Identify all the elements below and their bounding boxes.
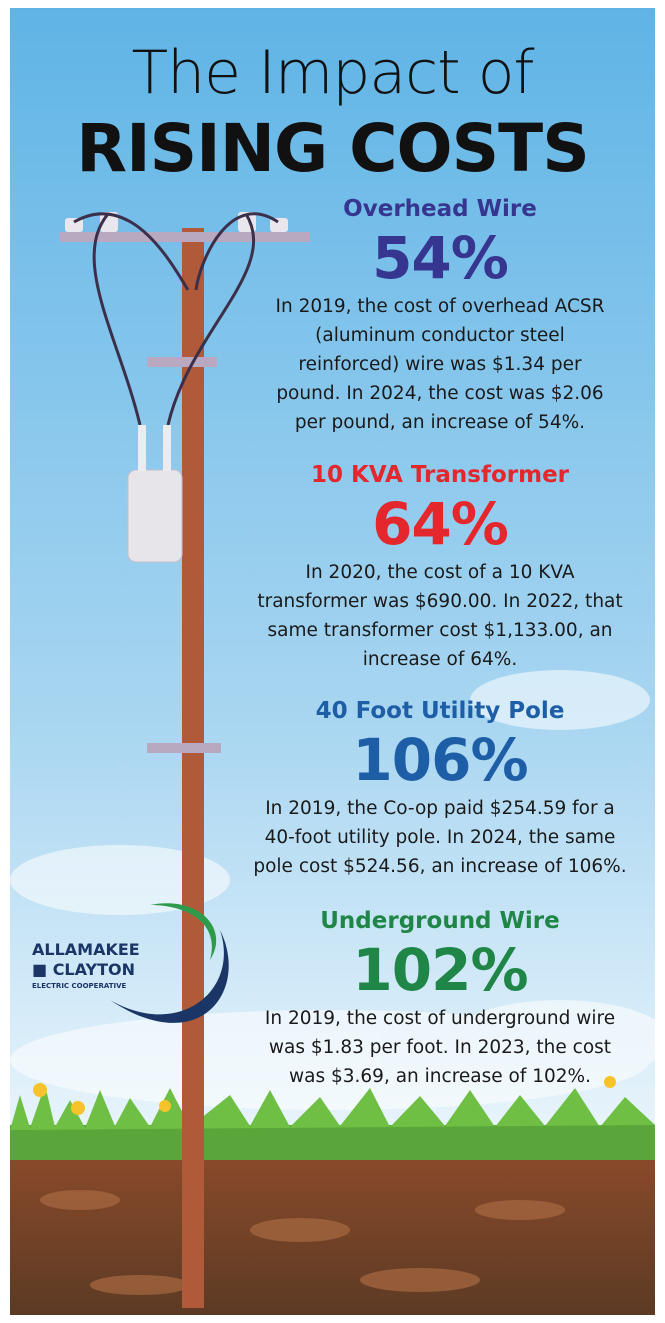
item-body-line: increase of 64%. bbox=[220, 647, 660, 672]
item-percent: 102% bbox=[220, 936, 660, 1004]
item-percent: 106% bbox=[220, 726, 660, 794]
bracket bbox=[147, 743, 221, 753]
item-body-line: reinforced) wire was $1.34 per bbox=[220, 352, 660, 377]
grass bbox=[10, 1125, 655, 1160]
item-body-line: was $3.69, an increase of 102%. bbox=[220, 1064, 660, 1089]
title-line: RISING COSTS bbox=[0, 110, 665, 187]
item-body-line: same transformer cost $1,133.00, an bbox=[220, 618, 660, 643]
item-body-line: transformer was $690.00. In 2022, that bbox=[220, 589, 660, 614]
item-body-line: pound. In 2024, the cost was $2.06 bbox=[220, 381, 660, 406]
bushing bbox=[163, 425, 171, 471]
logo-text: ALLAMAKEE bbox=[32, 940, 172, 959]
item-heading: 40 Foot Utility Pole bbox=[220, 698, 660, 724]
item-body-line: In 2019, the Co-op paid $254.59 for a bbox=[220, 796, 660, 821]
transformer bbox=[128, 470, 182, 562]
item-heading: Overhead Wire bbox=[220, 196, 660, 222]
item-percent: 54% bbox=[220, 224, 660, 292]
item-body-line: per pound, an increase of 54%. bbox=[220, 410, 660, 435]
item-body-line: was $1.83 per foot. In 2023, the cost bbox=[220, 1035, 660, 1060]
bushing bbox=[138, 425, 146, 471]
item-body-line: pole cost $524.56, an increase of 106%. bbox=[220, 854, 660, 879]
item-heading: 10 KVA Transformer bbox=[220, 462, 660, 488]
logo-text: ELECTRIC COOPERATIVE bbox=[32, 982, 172, 990]
item-body-line: 40-foot utility pole. In 2024, the same bbox=[220, 825, 660, 850]
pole bbox=[182, 228, 204, 1308]
infographic: The Impact of RISING COSTS ALLAMAKEE ■ C… bbox=[0, 0, 665, 1323]
title-line: The Impact of bbox=[0, 38, 665, 108]
item-body-line: In 2020, the cost of a 10 KVA bbox=[220, 560, 660, 585]
logo-text: ■ CLAYTON bbox=[32, 960, 172, 979]
item-body-line: (aluminum conductor steel bbox=[220, 323, 660, 348]
item-body-line: In 2019, the cost of underground wire bbox=[220, 1006, 660, 1031]
bracket bbox=[147, 357, 217, 367]
item-percent: 64% bbox=[220, 490, 660, 558]
item-heading: Underground Wire bbox=[220, 908, 660, 934]
item-body-line: In 2019, the cost of overhead ACSR bbox=[220, 294, 660, 319]
